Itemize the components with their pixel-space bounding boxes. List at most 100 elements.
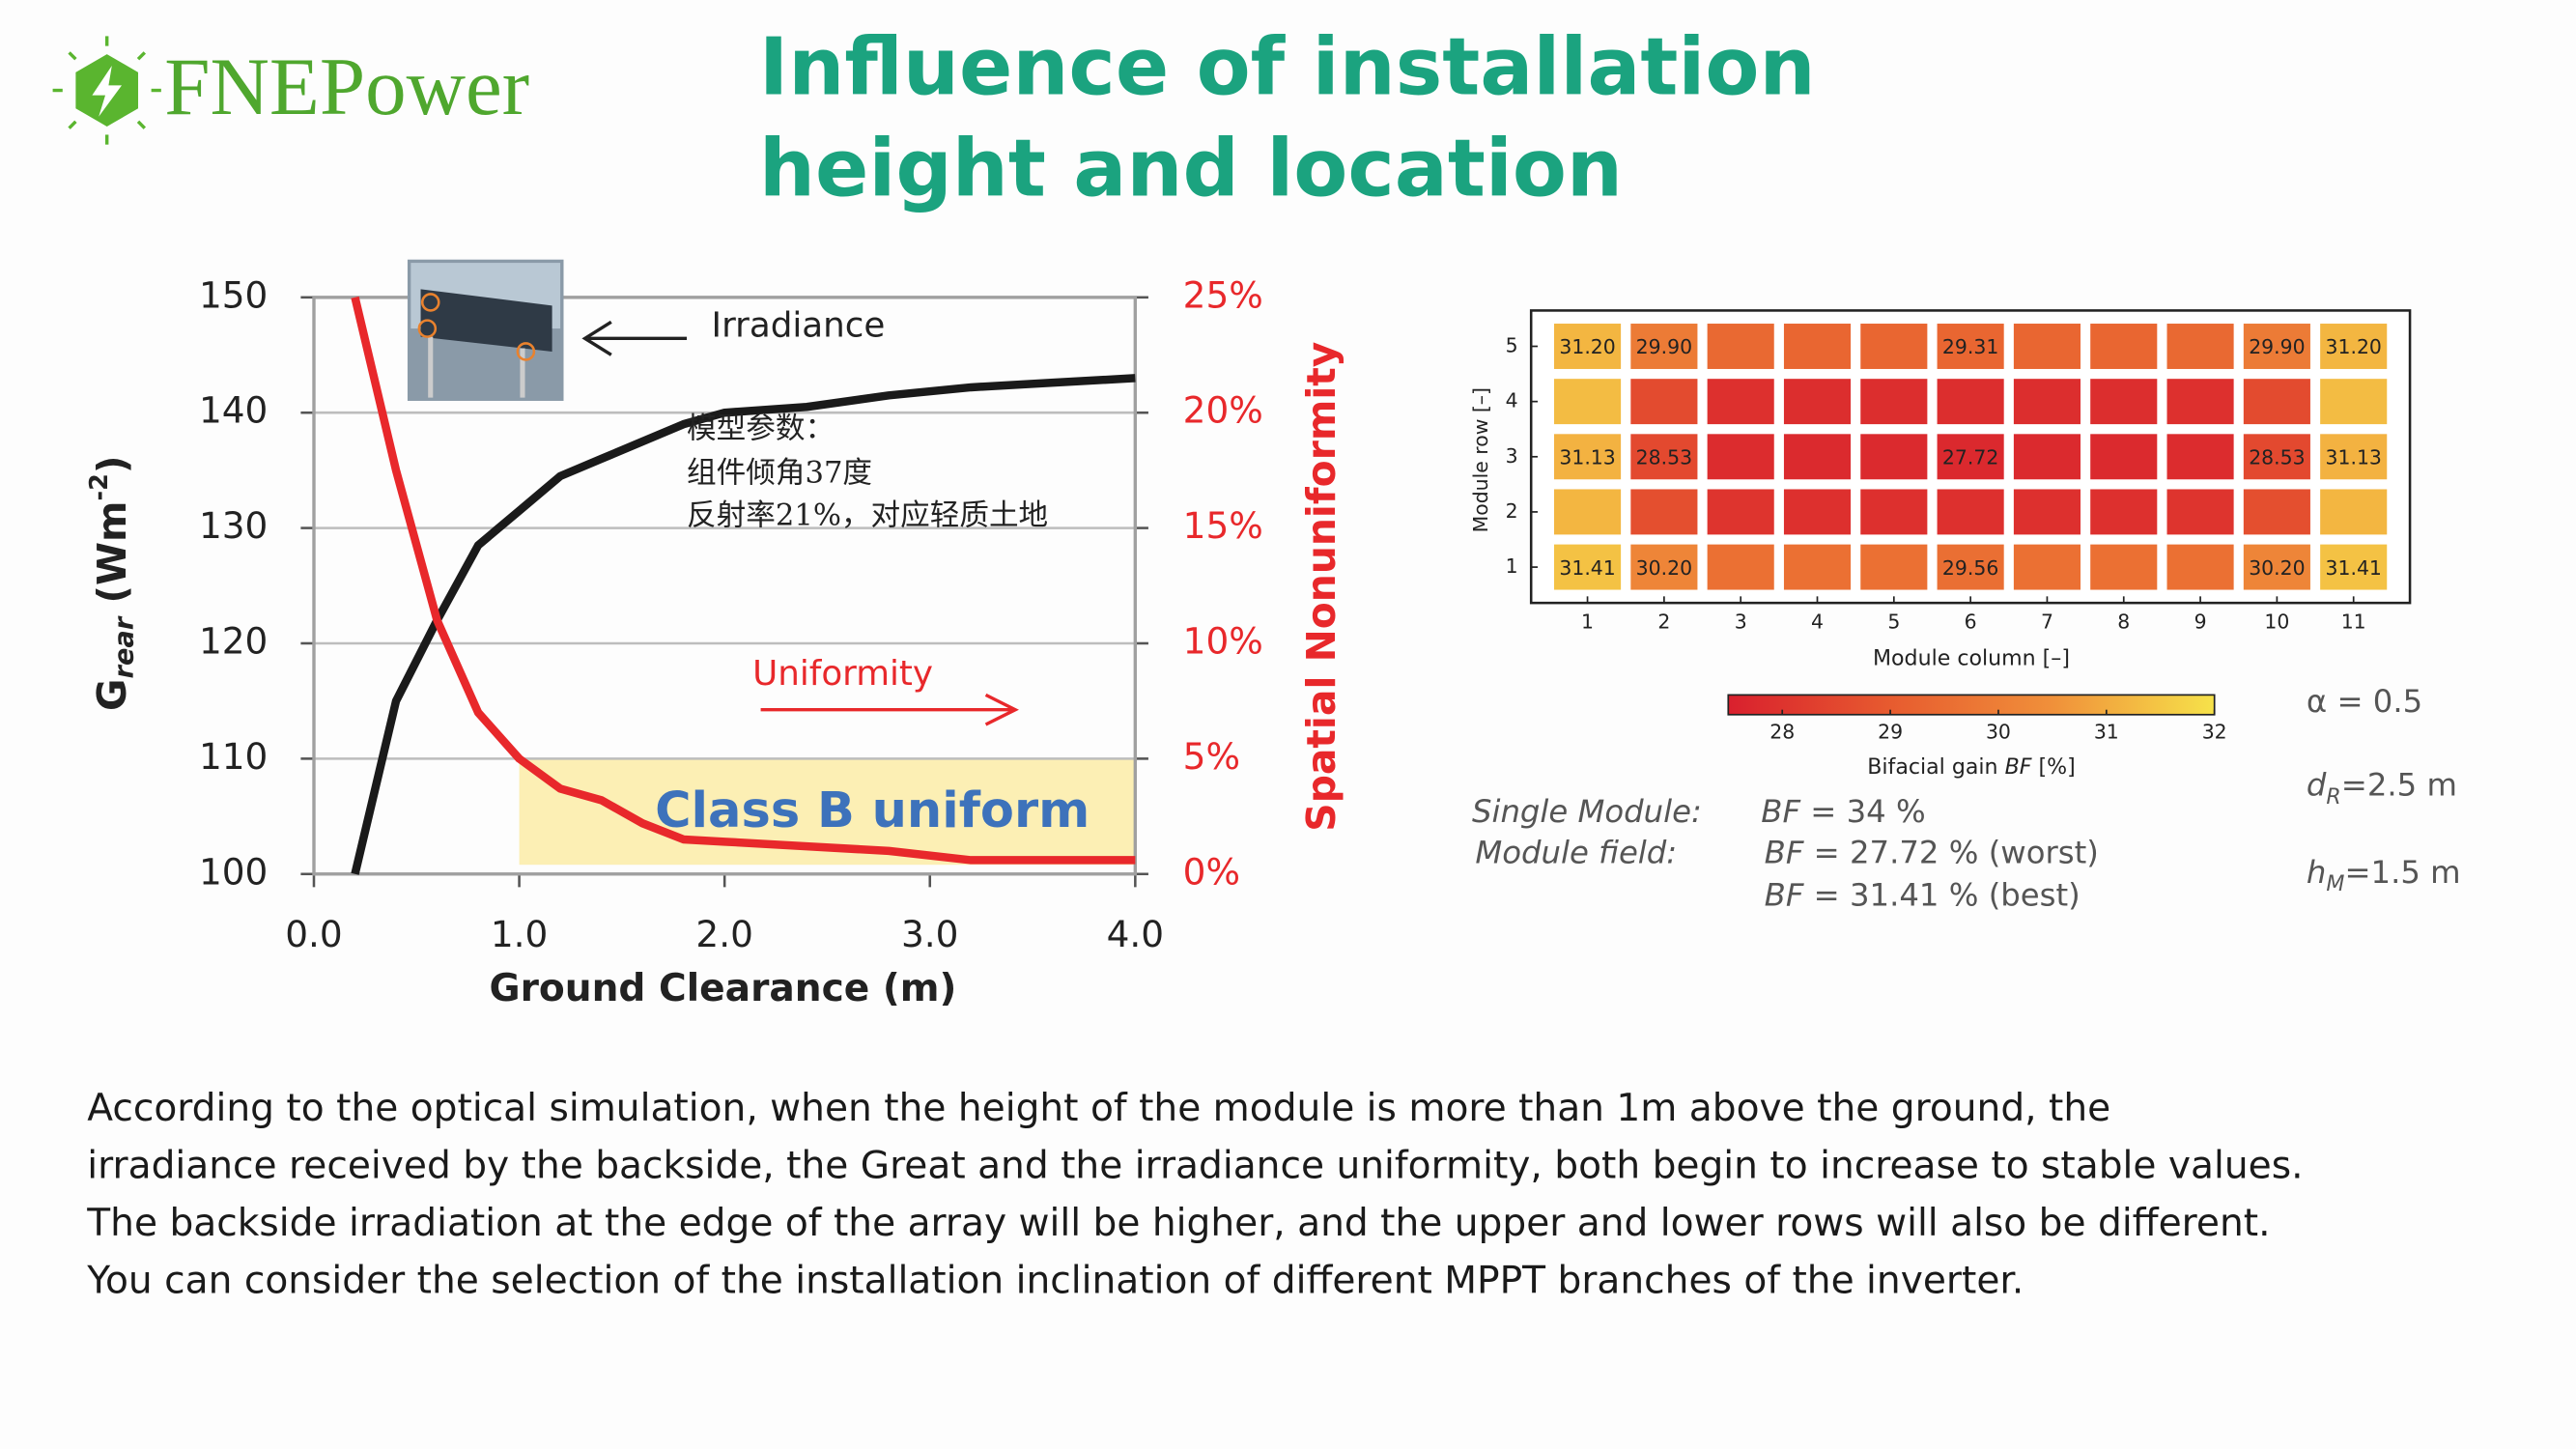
cell — [2320, 379, 2388, 425]
y-tick-label: 4 — [1506, 389, 1518, 412]
cell — [1554, 324, 1622, 369]
y2-tick-label: 0% — [1183, 850, 1240, 893]
cell-label: 31.41 — [1559, 556, 1615, 580]
cell — [1554, 544, 1622, 590]
parameters: α = 0.5 dR=2.5 m hM=1.5 m Single Module:… — [1472, 683, 2461, 914]
annotation: Uniformity — [752, 654, 933, 694]
part: = 34 % — [1800, 793, 1926, 830]
part: =1.5 m — [2344, 854, 2460, 891]
note: 模型参数： — [687, 412, 835, 446]
cell — [1937, 544, 2004, 590]
cell — [2090, 489, 2158, 535]
cell-label: 29.56 — [1942, 556, 1998, 580]
cell — [2320, 489, 2388, 535]
line-chart: 100 110 120 130 140 150 0% 5% 10% 15% 20% 25% 0.0 1.0… — [199, 273, 1263, 955]
y-tick-label: 100 — [199, 850, 268, 893]
x-tick-label: 3 — [1735, 611, 1747, 634]
cell — [1860, 544, 1928, 590]
colorbar — [1727, 694, 2216, 716]
y-axis-label: Grear (Wm-2) — [85, 455, 139, 710]
x-tick-label: 3.0 — [901, 913, 959, 955]
x-tick-label: 5 — [1887, 611, 1900, 634]
cell — [1783, 324, 1852, 369]
label-part: BF — [2005, 754, 2032, 780]
x-tick-label: 8 — [2117, 611, 2130, 634]
y2-tick-label: 5% — [1183, 735, 1240, 778]
cell — [2090, 434, 2158, 480]
annotation: Irradiance — [712, 305, 886, 345]
series-line — [351, 296, 1136, 865]
cell — [2166, 324, 2234, 369]
cell — [1783, 379, 1852, 425]
x-axis-label: Module column [–] — [1873, 645, 2070, 670]
series-line — [351, 374, 1136, 875]
cell — [1937, 434, 2004, 480]
cell — [1707, 434, 1774, 480]
y2-axis-label: Spatial Nonuniformity — [1298, 342, 1345, 832]
cell — [2320, 434, 2388, 480]
arrow-head — [581, 320, 612, 356]
cell — [1630, 434, 1698, 480]
cell — [2090, 379, 2158, 425]
cell — [1554, 434, 1622, 480]
annotation: Single Module: — [1472, 793, 1702, 830]
annotation: α = 0.5 — [2307, 683, 2422, 720]
part: BF — [1761, 793, 1800, 830]
cell — [2166, 544, 2234, 590]
title: Influence of installation — [759, 21, 1816, 113]
x-tick-label: 2 — [1657, 611, 1670, 634]
cell — [1783, 489, 1852, 535]
cell-label: 31.20 — [2326, 335, 2382, 358]
part: = 31.41 % (best) — [1803, 877, 2080, 914]
cell — [2013, 324, 2081, 369]
cell — [1707, 544, 1774, 590]
colorbar-tick-label: 28 — [1769, 721, 1795, 744]
cell-label: 29.90 — [1636, 335, 1692, 358]
cell — [2166, 434, 2234, 480]
colorbar-tick-label: 31 — [2094, 721, 2119, 744]
x-tick-label: 6 — [1965, 611, 1977, 634]
cell — [1630, 324, 1698, 369]
annotation: dR=2.5 m — [2307, 767, 2457, 810]
cell-label: 30.20 — [2249, 556, 2305, 580]
cell — [2013, 379, 2081, 425]
annotation: Module field: — [1475, 834, 1677, 870]
x-tick-label: 1.0 — [491, 913, 549, 955]
cell — [1707, 379, 1774, 425]
cell — [2090, 324, 2158, 369]
cell — [2166, 489, 2234, 535]
colorbar-tick-label: 29 — [1878, 721, 1903, 744]
cell — [2013, 489, 2081, 535]
y-axis-label: Module row [–] — [1469, 387, 1492, 532]
y-tick-label: 140 — [199, 389, 268, 432]
cell — [2320, 324, 2388, 369]
cell — [1937, 324, 2004, 369]
cell — [1937, 489, 2004, 535]
x-tick-label: 10 — [2264, 611, 2289, 634]
x-tick-label: 4.0 — [1107, 913, 1165, 955]
body-text: According to the optical simulation, whe… — [86, 1087, 2303, 1303]
cell — [1860, 489, 1928, 535]
cell-label: 27.72 — [1942, 445, 1998, 469]
y2-tick-label: 20% — [1183, 389, 1263, 432]
y-label-sub: rear — [109, 615, 139, 678]
x-axis-label: Ground Clearance (m) — [490, 967, 957, 1010]
paragraph-line: You can consider the selection of the in… — [86, 1260, 2024, 1303]
cell — [1630, 544, 1698, 590]
y2-tick-label: 10% — [1183, 619, 1263, 662]
y-tick-label: 3 — [1506, 444, 1518, 468]
sub: R — [2326, 783, 2340, 809]
paragraph-line: According to the optical simulation, whe… — [87, 1087, 2110, 1130]
cell-label: 31.13 — [2326, 445, 2382, 469]
part: d — [2307, 767, 2327, 804]
cell — [2013, 434, 2081, 480]
y-tick-label: 120 — [199, 619, 268, 662]
label-part: [%] — [2031, 754, 2075, 780]
x-tick-label: 2.0 — [695, 913, 753, 955]
y-label-part: (Wm — [89, 500, 135, 616]
cell — [1630, 379, 1698, 425]
cell — [1554, 489, 1622, 535]
